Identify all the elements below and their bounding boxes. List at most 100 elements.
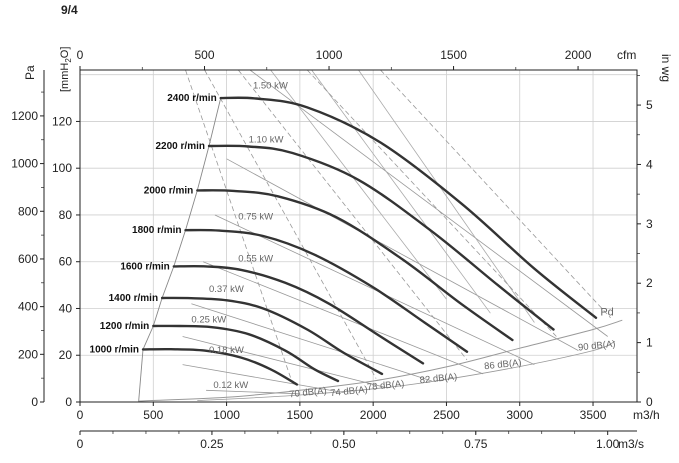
power-label: 1.50 kW xyxy=(253,81,288,92)
plot-frame xyxy=(79,69,638,403)
speed-curve xyxy=(219,96,598,319)
speed-curve xyxy=(172,264,425,365)
power-line xyxy=(249,69,608,337)
tick-label-cfm: 1000 xyxy=(316,48,343,62)
pd-label: Pd xyxy=(600,306,613,318)
speed-curve xyxy=(196,189,514,342)
tick-label-m3s: 0.50 xyxy=(332,437,356,451)
tick-label-m3h: 3000 xyxy=(506,408,533,422)
power-line xyxy=(191,303,432,382)
speed-curve xyxy=(141,347,299,386)
tick-label-pa: 1200 xyxy=(11,109,38,123)
tick-label-m3h: 2000 xyxy=(360,408,387,422)
tick-label-mmh2o: 20 xyxy=(59,348,73,362)
system-line xyxy=(270,69,447,300)
left-envelope xyxy=(142,97,222,350)
dashed-line xyxy=(237,69,468,361)
power-label: 0.18 kW xyxy=(209,345,244,356)
speed-label: 2000 r/min xyxy=(144,185,193,196)
system-line xyxy=(311,69,491,314)
left-envelope-base xyxy=(138,349,144,403)
dashed-line xyxy=(380,69,611,319)
power-line xyxy=(202,261,484,375)
tick-label-m3s: 0 xyxy=(77,437,84,451)
sound-label: 78 dB(A) xyxy=(366,378,404,393)
power-label: 0.55 kW xyxy=(238,254,273,265)
speed-label: 1800 r/min xyxy=(132,225,181,236)
tick-label-mmh2o: 60 xyxy=(59,255,73,269)
sound-label: 70 dB(A) xyxy=(289,385,327,400)
axis-unit-mmh2o: [mmH2O] xyxy=(59,47,73,92)
pd-curve xyxy=(138,319,623,402)
speed-curve xyxy=(160,296,384,376)
tick-label-m3h: 1500 xyxy=(287,408,314,422)
axis-unit-m3s: m3/s xyxy=(618,437,644,451)
speed-label: 2200 r/min xyxy=(156,141,205,152)
tick-label-m3h: 1000 xyxy=(213,408,240,422)
speed-label: 1600 r/min xyxy=(120,261,169,272)
axis-unit-inwg: in wg xyxy=(659,54,673,82)
tick-label-cfm: 500 xyxy=(195,48,215,62)
axes: 0 500 1000 1500 2000 2500 3000 3500 m3/h0 0.25 0.5… xyxy=(11,47,673,451)
tick-label-cfm: 0 xyxy=(77,48,84,62)
dashed-lines xyxy=(185,69,611,384)
tick-label-m3h: 0 xyxy=(77,408,84,422)
tick-label-m3s: 0.75 xyxy=(464,437,488,451)
system-line xyxy=(358,69,535,323)
power-line xyxy=(206,389,300,395)
tick-label-inwg: 5 xyxy=(646,98,653,112)
sound-label: 90 dB(A) xyxy=(578,339,616,354)
speed-label: 1000 r/min xyxy=(90,344,139,355)
tick-label-m3s: 0.25 xyxy=(200,437,224,451)
speed-label: 2400 r/min xyxy=(167,93,216,104)
plot-border xyxy=(79,69,638,403)
speed-curve xyxy=(152,324,340,383)
dashed-line xyxy=(185,69,293,384)
power-line xyxy=(214,214,535,365)
power-label: 0.37 kW xyxy=(209,284,244,295)
speed-curves xyxy=(138,96,598,403)
tick-label-pa: 0 xyxy=(31,395,38,409)
tick-label-m3h: 500 xyxy=(143,408,163,422)
tick-label-m3s: 1.00 xyxy=(596,437,620,451)
speed-curve xyxy=(184,228,469,353)
tick-label-inwg: 1 xyxy=(646,336,653,350)
curve-labels: 1000 r/min 1200 r/min 1400 r/min 1600 r/min… xyxy=(90,81,616,401)
power-label: 1.10 kW xyxy=(249,134,284,145)
tick-label-cfm: 1500 xyxy=(440,48,467,62)
speed-label: 1400 r/min xyxy=(109,293,158,304)
tick-label-pa: 400 xyxy=(18,300,38,314)
dashed-line xyxy=(306,69,557,337)
power-label: 0.12 kW xyxy=(213,380,248,391)
tick-label-pa: 600 xyxy=(18,252,38,266)
tick-label-m3h: 3500 xyxy=(580,408,607,422)
speed-label: 1200 r/min xyxy=(100,321,149,332)
pd-line xyxy=(138,319,623,402)
tick-label-pa: 200 xyxy=(18,347,38,361)
tick-label-inwg: 2 xyxy=(646,276,653,290)
figure-label: 9/4 xyxy=(61,3,78,17)
speed-curve xyxy=(207,144,555,331)
tick-label-inwg: 3 xyxy=(646,217,653,231)
axis-unit-m3h: m3/h xyxy=(633,408,660,422)
tick-label-pa: 1000 xyxy=(11,157,38,171)
tick-label-mmh2o: 120 xyxy=(52,114,72,128)
sound-label: 74 dB(A) xyxy=(330,384,368,399)
tick-label-pa: 800 xyxy=(18,204,38,218)
axis-unit-cfm: cfm xyxy=(617,48,636,62)
power-label: 0.25 kW xyxy=(191,315,226,326)
power-line xyxy=(226,158,579,351)
tick-label-inwg: 0 xyxy=(646,395,653,409)
sound-label: 82 dB(A) xyxy=(419,371,457,386)
tick-label-inwg: 4 xyxy=(646,157,653,171)
tick-label-mmh2o: 100 xyxy=(52,161,72,175)
power-label: 0.75 kW xyxy=(238,212,273,223)
dashed-line xyxy=(204,69,377,379)
tick-label-mmh2o: 40 xyxy=(59,301,73,315)
axis-unit-pa: Pa xyxy=(23,65,37,80)
sound-envelope xyxy=(197,340,616,401)
tick-label-mmh2o: 80 xyxy=(59,208,73,222)
grid-lines xyxy=(80,70,637,402)
